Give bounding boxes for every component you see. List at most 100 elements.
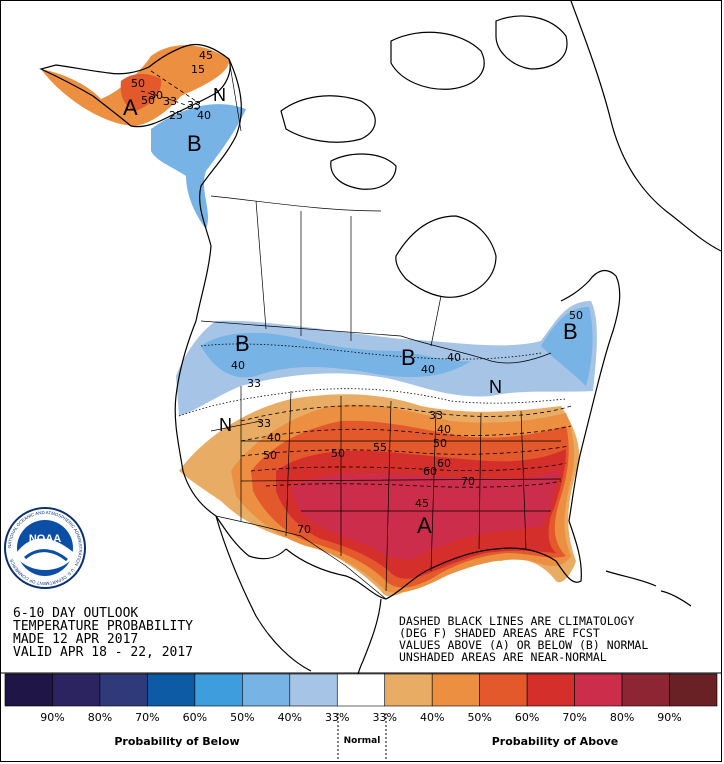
canada-provinces	[210, 195, 442, 347]
alaska-coast	[39, 43, 231, 128]
contour-label: 60	[423, 465, 437, 478]
us-states	[210, 386, 562, 592]
contour-label: 33	[163, 95, 177, 108]
legend-swatch	[242, 673, 291, 707]
legend-swatch	[431, 673, 480, 707]
legend-percent-label: 60%	[183, 711, 207, 724]
contour-label: 70	[297, 523, 311, 536]
northeast-below-inner	[541, 307, 593, 386]
notes-line-1: DASHED BLACK LINES ARE CLIMATOLOGY	[399, 614, 634, 628]
legend-percent-label: 70%	[135, 711, 159, 724]
contour-label: 45	[415, 497, 429, 510]
legend-swatch	[52, 673, 101, 707]
legend-percent-label: 80%	[88, 711, 112, 724]
notes-line-3: VALUES ABOVE (A) OR BELOW (B) NORMAL	[399, 638, 648, 652]
contour-alaska	[140, 70, 202, 112]
product-title-line: 6-10 DAY OUTLOOK	[13, 606, 138, 621]
normal-boundaries	[178, 343, 567, 417]
category-letters: A B N B B B N N A	[123, 85, 578, 538]
alaska-below-letter: B	[187, 131, 202, 156]
contour-label: 60	[437, 457, 451, 470]
contour-label: 50	[569, 309, 583, 322]
west-coast	[174, 58, 287, 560]
contour-label: 50	[433, 437, 447, 450]
legend: 90% 80% 70% 60% 50% 40% 33% 33% 40% 50% 60% 70% 80% 9…	[1, 672, 721, 761]
legend-swatches	[4, 673, 718, 707]
contour-label: 33	[187, 99, 201, 112]
contour-label: 40	[421, 363, 435, 376]
contour-label: 15	[191, 63, 205, 76]
caribbean-islands	[605, 570, 692, 607]
gulf-coast	[285, 520, 582, 600]
legend-below-caption: Probability of Below	[114, 735, 239, 748]
contour-label: 40	[437, 423, 451, 436]
contour-label: 50	[141, 94, 155, 107]
legend-swatch	[147, 673, 196, 707]
alaska-below-region	[151, 104, 246, 229]
legend-swatch	[574, 673, 623, 707]
alaska-canada-border	[228, 58, 242, 132]
contour-label: 33	[429, 409, 443, 422]
south-above-letter: A	[417, 513, 432, 538]
map-notes: DASHED BLACK LINES ARE CLIMATOLOGY (DEG …	[399, 614, 648, 664]
legend-percent-label: 40%	[420, 711, 444, 724]
probability-shading	[41, 45, 597, 597]
northeast-below-letter: B	[563, 319, 578, 344]
contour-label: 25	[169, 109, 183, 122]
legend-percent-label: 33%	[325, 711, 349, 724]
east-normal-letter: N	[489, 377, 502, 397]
legend-above-caption: Probability of Above	[492, 735, 619, 748]
political-boundaries	[200, 58, 562, 600]
contour-33	[240, 405, 572, 422]
legend-percent-label: 90%	[657, 711, 681, 724]
legend-normal-caption: Normal	[344, 736, 381, 746]
contour-label: 55	[373, 441, 387, 454]
legend-percent-label: 60%	[515, 711, 539, 724]
legend-swatch	[669, 673, 718, 707]
contour-label: 70	[461, 475, 475, 488]
noaa-logo-text: NOAA	[29, 533, 61, 545]
legend-swatch	[479, 673, 528, 707]
atlantic-coast	[560, 269, 621, 522]
alaska-above-letter: A	[123, 95, 138, 120]
contour-70	[265, 480, 562, 488]
alaska-above-inner	[120, 73, 162, 111]
contour-label: 33	[257, 417, 271, 430]
contour-numbers: 45 15 50 30 33 50 25 33 40 40 33 33 40 5…	[131, 49, 583, 536]
legend-labels: 90% 80% 70% 60% 50% 40% 33% 33% 40% 50% 60% 70% 80% 9…	[40, 711, 682, 724]
alaska-normal-letter: N	[213, 85, 226, 105]
legend-percent-label: 90%	[40, 711, 64, 724]
arctic-islands	[280, 15, 568, 190]
hudson-bay	[395, 215, 497, 298]
legend-swatch	[4, 673, 53, 707]
contour-label: 40	[447, 351, 461, 364]
noaa-logo: NOAA NATIONAL OCEANIC AND ATMOSPHERIC AD…	[4, 507, 86, 589]
northern-tier-below-inner	[201, 332, 471, 378]
legend-swatch	[621, 673, 670, 707]
legend-percent-label: 50%	[230, 711, 254, 724]
contour-label: 50	[263, 449, 277, 462]
product-valid-line: VALID APR 18 - 22, 2017	[13, 645, 193, 660]
land-outlines	[39, 1, 721, 702]
above-region-80	[291, 469, 559, 560]
notes-line-4: UNSHADED AREAS ARE NEAR-NORMAL	[399, 650, 607, 664]
greenland-edge	[570, 1, 721, 252]
contour-label: 40	[267, 431, 281, 444]
notes-line-2: (DEG F) SHADED AREAS ARE FCST	[399, 626, 600, 640]
us-mexico-border	[215, 515, 387, 600]
product-info: 6-10 DAY OUTLOOK TEMPERATURE PROBABILITY…	[13, 606, 193, 660]
legend-swatch	[194, 673, 243, 707]
legend-swatch	[336, 673, 386, 707]
west-normal-letter: N	[219, 415, 232, 435]
legend-percent-label: 70%	[562, 711, 586, 724]
legend-swatch	[384, 673, 433, 707]
legend-percent-label: 40%	[278, 711, 302, 724]
legend-percent-label: 80%	[610, 711, 634, 724]
northwest-below-letter: B	[235, 331, 250, 356]
climatology-contours	[140, 70, 572, 488]
contour-label: 40	[231, 359, 245, 372]
legend-percent-label: 50%	[467, 711, 491, 724]
great-lakes-below-letter: B	[401, 345, 416, 370]
